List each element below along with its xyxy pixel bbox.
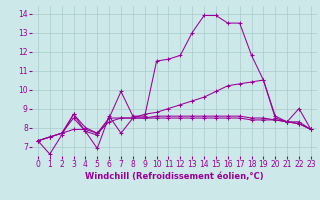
X-axis label: Windchill (Refroidissement éolien,°C): Windchill (Refroidissement éolien,°C): [85, 172, 264, 181]
